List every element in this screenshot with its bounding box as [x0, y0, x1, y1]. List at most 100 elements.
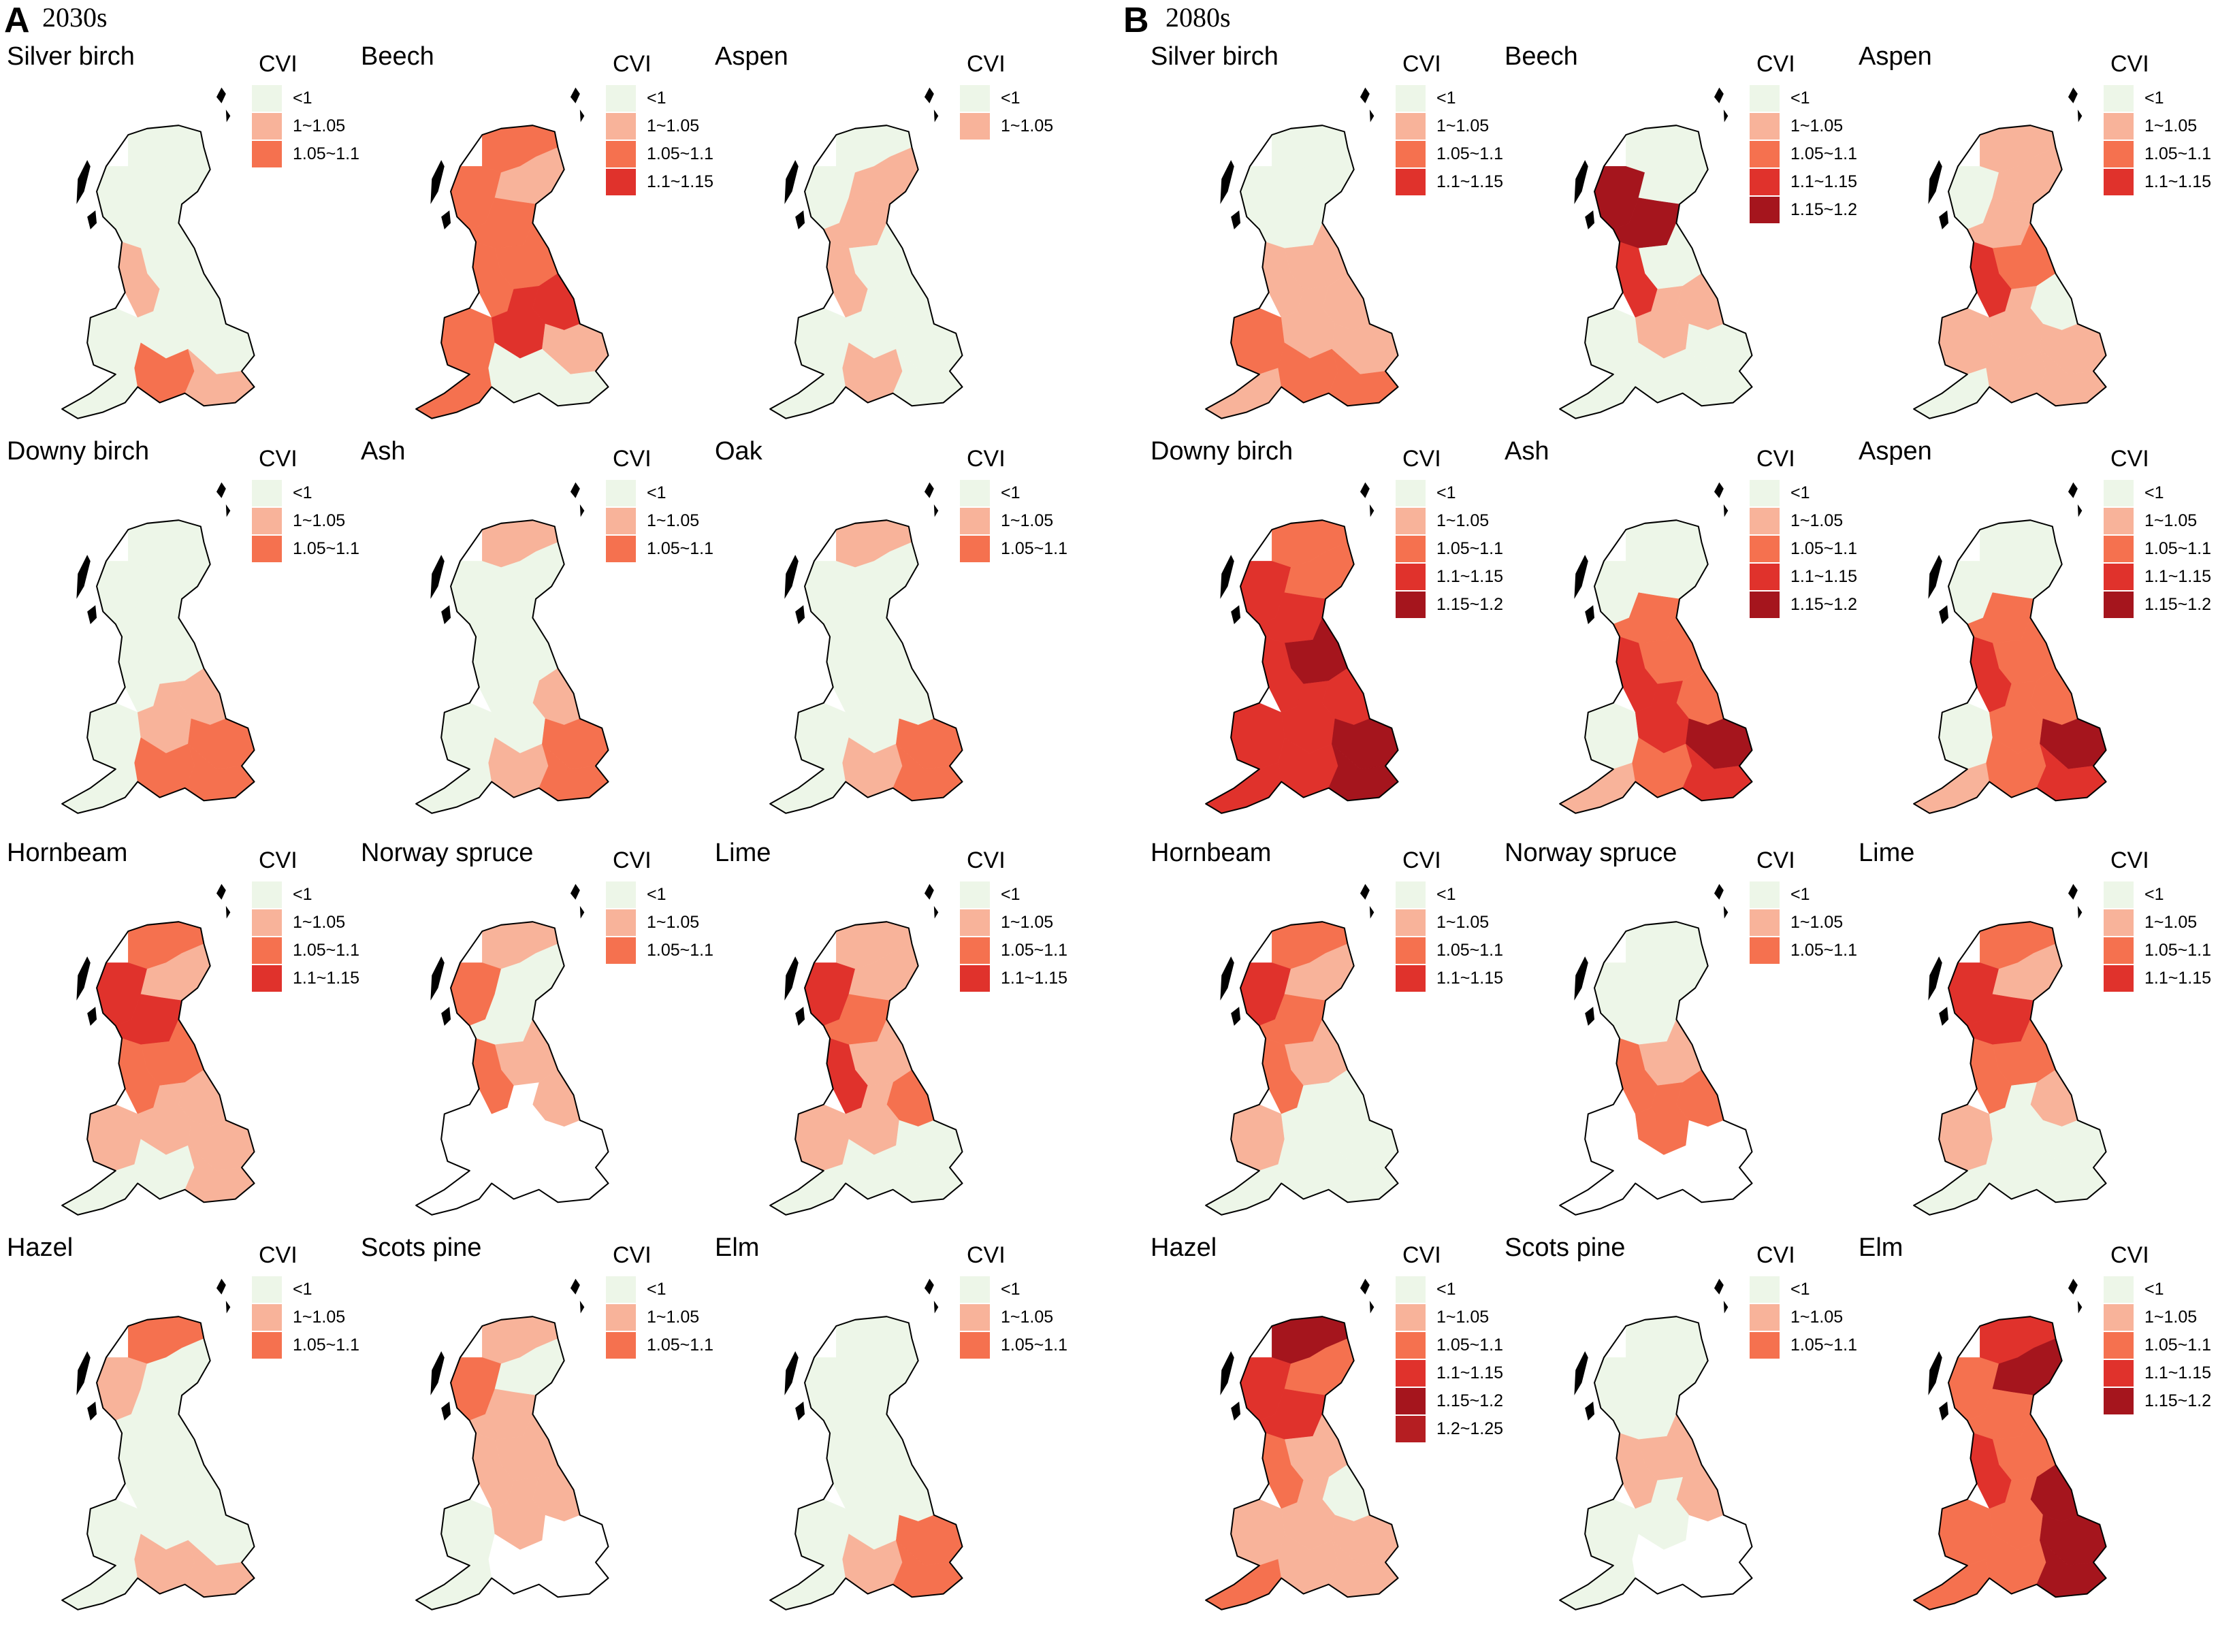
legend-swatch — [2104, 564, 2134, 590]
legend-label: <1 — [647, 483, 666, 502]
coastline — [415, 125, 609, 419]
legend-title: CVI — [1756, 847, 1795, 873]
legend-entry: 1.15~1.2 — [1750, 196, 1857, 224]
region-sw-eng — [1560, 1164, 1636, 1215]
island — [1585, 605, 1595, 624]
legend-swatch — [1750, 536, 1780, 562]
island — [441, 1007, 451, 1026]
legend-label: <1 — [1436, 88, 1456, 108]
region-wales — [440, 308, 496, 375]
legend-swatch — [1396, 592, 1426, 618]
legend-label: 1~1.05 — [293, 1308, 346, 1327]
island — [1714, 87, 1724, 103]
legend-label: 1~1.05 — [1790, 1308, 1844, 1327]
legend-label: 1.05~1.1 — [293, 1335, 360, 1355]
coastline — [61, 519, 255, 814]
region-sw-eng — [769, 1559, 846, 1610]
legend-entry: 1.15~1.2 — [1396, 1387, 1503, 1415]
coastline — [415, 519, 609, 814]
region-wales — [1584, 308, 1639, 375]
legend-entry: <1 — [252, 881, 359, 909]
gb-map — [1205, 884, 1399, 1216]
legend-swatch — [2104, 1332, 2134, 1359]
legend-swatch — [1750, 592, 1780, 618]
cvi-legend: CVI <1 1~1.05 1.05~1.1 — [1750, 1242, 1857, 1359]
region-sw-eng — [415, 762, 492, 813]
map-cell: Hornbeam CVI <1 1~1.05 1.05~1.1 1.1~1.15 — [0, 837, 359, 1232]
cvi-legend: CVI <1 1~1.05 1.05~1.1 — [1750, 847, 1857, 965]
legend-label: 1.05~1.1 — [1790, 1335, 1858, 1355]
cvi-legend: CVI <1 1~1.05 1.05~1.1 1.1~1.15 — [2104, 50, 2211, 196]
legend-swatch — [960, 937, 990, 964]
legend-entry: <1 — [960, 1276, 1067, 1303]
legend-label: <1 — [1436, 1280, 1456, 1299]
legend-entry: 1.05~1.1 — [1750, 1331, 1857, 1359]
legend-swatch — [960, 881, 990, 908]
coastline — [769, 1316, 963, 1610]
legend-entry: 1.1~1.15 — [2104, 965, 2211, 992]
coastline — [769, 519, 963, 814]
legend-swatch — [252, 480, 282, 506]
legend-title: CVI — [967, 51, 1006, 77]
island — [570, 1278, 580, 1295]
species-title: Beech — [1505, 42, 1578, 71]
map-cell: Hazel CVI <1 1~1.05 1.05~1.1 — [0, 1232, 359, 1627]
coastline — [415, 921, 609, 1216]
legend-swatch — [960, 965, 990, 992]
legend-label: <1 — [647, 1280, 666, 1299]
legend-label: 1~1.05 — [1436, 913, 1490, 932]
legend-label: 1.1~1.15 — [647, 172, 714, 191]
cvi-legend: CVI <1 1~1.05 — [960, 50, 1053, 140]
legend-swatch — [2104, 592, 2134, 618]
coastline — [1913, 921, 2107, 1216]
legend-entry: <1 — [960, 881, 1067, 909]
legend-entry: 1~1.05 — [606, 1303, 713, 1331]
region-wales — [1230, 308, 1285, 375]
region-sw-eng — [61, 368, 138, 419]
island — [1360, 884, 1370, 900]
legend-label: 1~1.05 — [2144, 116, 2198, 135]
legend-label: <1 — [1001, 88, 1020, 108]
legend-label: 1~1.05 — [1790, 913, 1844, 932]
map-cell: Aspen CVI <1 1~1.05 1.05~1.1 1.1~1.15 1.15~1.2 — [1852, 436, 2211, 830]
legend-entry: <1 — [1396, 1276, 1503, 1303]
legend-label: 1.1~1.15 — [1436, 1363, 1504, 1382]
legend-swatch — [606, 169, 636, 195]
legend-label: <1 — [2144, 1280, 2164, 1299]
legend-entry: <1 — [1396, 881, 1503, 909]
region-sw-eng — [61, 1559, 138, 1610]
legend-entry: <1 — [252, 1276, 359, 1303]
cvi-legend: CVI <1 1~1.05 1.05~1.1 — [252, 445, 359, 563]
legend-entry: 1.1~1.15 — [1396, 563, 1503, 591]
region-e-eng — [542, 1515, 609, 1566]
island — [579, 110, 585, 123]
island — [1231, 1402, 1241, 1421]
cvi-legend: CVI <1 1~1.05 1.05~1.1 1.1~1.15 — [606, 50, 713, 196]
island — [1939, 1402, 1949, 1421]
map-cell: Aspen CVI <1 1~1.05 — [708, 41, 1062, 436]
gb-map — [1913, 884, 2107, 1216]
legend-swatch — [1396, 508, 1426, 534]
island — [1928, 1351, 1942, 1395]
legend-swatch — [252, 881, 282, 908]
legend-entry: 1.1~1.15 — [960, 965, 1067, 992]
region-wales — [1230, 1499, 1285, 1566]
legend-swatch — [1396, 536, 1426, 562]
map-cell: Hazel CVI <1 1~1.05 1.05~1.1 1.1~1.15 1.15~1.2… — [1144, 1232, 1503, 1627]
legend-label: <1 — [1790, 88, 1810, 108]
island — [570, 482, 580, 498]
region-midlands — [492, 1082, 545, 1155]
legend-swatch — [960, 480, 990, 506]
legend-entry: <1 — [2104, 1276, 2211, 1303]
legend-entry: 1~1.05 — [960, 1303, 1067, 1331]
legend-entry: 1.15~1.2 — [1750, 591, 1857, 619]
region-wales — [794, 1499, 850, 1566]
gb-map — [415, 87, 609, 419]
legend-entry: <1 — [1750, 881, 1857, 909]
species-title: Hazel — [1151, 1233, 1217, 1262]
legend-label: 1.1~1.15 — [2144, 567, 2212, 586]
legend-label: 1.05~1.1 — [1436, 941, 1504, 960]
legend-label: <1 — [1436, 483, 1456, 502]
region-wales — [1230, 1104, 1285, 1171]
legend-swatch — [606, 909, 636, 936]
